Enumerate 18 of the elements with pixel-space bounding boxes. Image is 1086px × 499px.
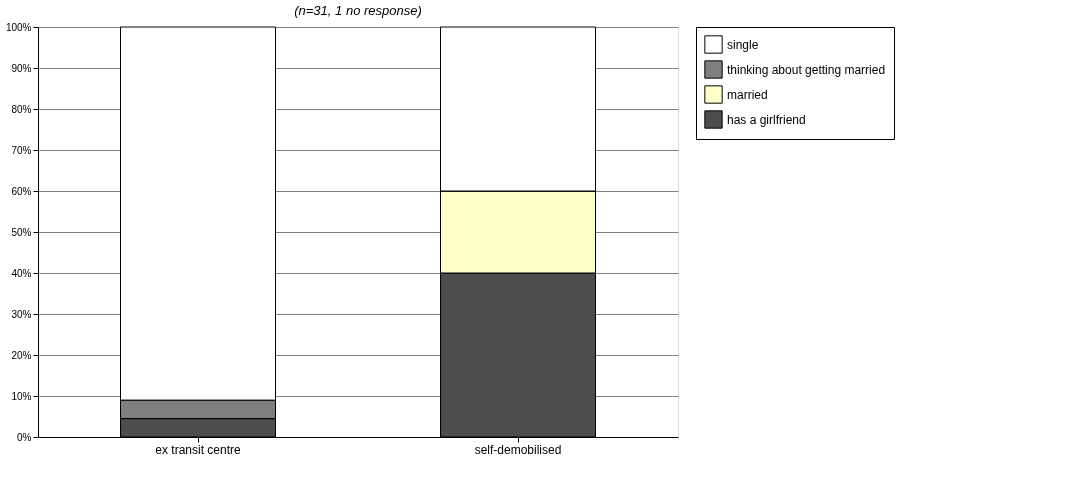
legend-label: married bbox=[727, 87, 768, 102]
chart-title: (n=31, 1 no response) bbox=[294, 3, 422, 18]
y-tick-label: 20% bbox=[11, 349, 32, 361]
x-tick-label: self-demobilised bbox=[474, 442, 562, 457]
y-tick-label: 70% bbox=[11, 144, 32, 156]
legend-label: single bbox=[727, 37, 759, 52]
y-tick-label: 10% bbox=[11, 390, 32, 402]
y-tick-label: 40% bbox=[11, 267, 32, 279]
legend-label: has a girlfriend bbox=[727, 112, 806, 127]
y-tick-label: 80% bbox=[11, 103, 32, 115]
y-tick-label: 100% bbox=[5, 21, 32, 33]
y-tick-label: 60% bbox=[11, 185, 32, 197]
y-tick-label: 30% bbox=[11, 308, 32, 320]
y-tick-label: 90% bbox=[11, 62, 32, 74]
y-tick-label: 50% bbox=[11, 226, 32, 238]
y-tick-label: 0% bbox=[17, 431, 32, 443]
legend-label: thinking about getting married bbox=[727, 62, 886, 77]
x-tick-label: ex transit centre bbox=[155, 442, 242, 457]
